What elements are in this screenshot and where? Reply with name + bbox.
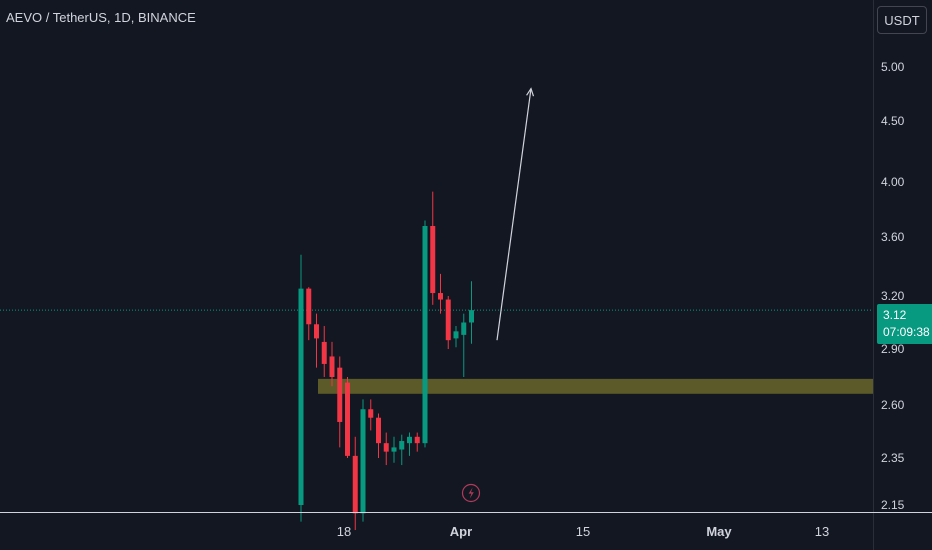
arrow-head [526,87,535,97]
candle-body [314,324,319,339]
time-axis[interactable]: 18 Apr 15 May 13 [337,524,829,539]
currency-button[interactable]: USDT [877,6,927,34]
candle[interactable] [345,377,350,458]
candle-body [337,367,343,422]
candle-body [298,288,304,505]
candle-body [453,331,459,339]
candle[interactable] [383,432,389,466]
candle[interactable] [368,399,374,431]
candle-body [445,299,451,341]
candle[interactable] [306,287,312,341]
price-axis-label: 4.00 [881,175,905,189]
candle-body [368,409,374,418]
candle-body [399,441,405,450]
candle-body [352,455,358,514]
price-axis-label: 2.35 [881,451,905,465]
candle-body [438,293,443,300]
price-axis-label: 2.60 [881,398,905,412]
candle[interactable] [360,399,366,522]
price-axis-label: 5.00 [881,60,905,74]
candle[interactable] [337,356,343,448]
time-axis-label: 18 [337,524,351,539]
candle[interactable] [453,326,459,348]
candle-body [329,356,335,377]
candle[interactable] [376,413,381,458]
price-axis[interactable]: 5.00 4.50 4.00 3.60 3.20 2.90 2.60 2.35 2.15 [881,60,905,512]
candle-body [430,226,436,294]
candle-body [469,310,474,323]
bar-countdown: 07:09:38 [883,325,930,339]
candle[interactable] [422,220,428,448]
candle[interactable] [438,273,443,314]
candle-body [414,436,420,444]
candle[interactable] [314,313,319,368]
candle[interactable] [445,296,451,349]
price-axis-label: 4.50 [881,114,905,128]
candle[interactable] [430,191,436,305]
candle[interactable] [298,254,304,522]
candle-body [461,322,467,335]
candle-body [407,436,412,444]
time-axis-label: 15 [576,524,590,539]
projection-arrow[interactable] [496,87,535,341]
price-axis-label: 3.60 [881,230,905,244]
price-axis-label: 3.20 [881,289,905,303]
candle[interactable] [414,432,420,452]
candle[interactable] [461,313,467,377]
chart-symbol-title: AEVO / TetherUS, 1D, BINANCE [6,10,196,25]
last-price-tag: 3.12 07:09:38 [877,304,932,344]
candle-body [422,226,428,444]
candle[interactable] [469,281,474,344]
price-axis-label: 2.15 [881,498,905,512]
candle-body [391,447,397,452]
time-axis-label: 13 [815,524,829,539]
candle-body [321,341,327,364]
arrow-shaft [496,88,532,341]
candle-body [345,382,350,456]
time-axis-label: May [706,524,732,539]
candle-body [383,443,389,452]
candle[interactable] [391,436,397,463]
price-axis-label: 2.90 [881,342,905,356]
candle-body [376,417,381,444]
candle[interactable] [329,341,335,387]
last-price-value: 3.12 [883,308,907,322]
candle[interactable] [407,432,412,456]
candle[interactable] [321,326,327,377]
candle-body [306,288,312,325]
lightning-icon[interactable] [461,483,481,503]
support-zone[interactable] [318,378,873,394]
candle[interactable] [399,434,405,466]
time-axis-label: Apr [450,524,472,539]
candle[interactable] [352,436,358,530]
candle-body [360,409,366,514]
